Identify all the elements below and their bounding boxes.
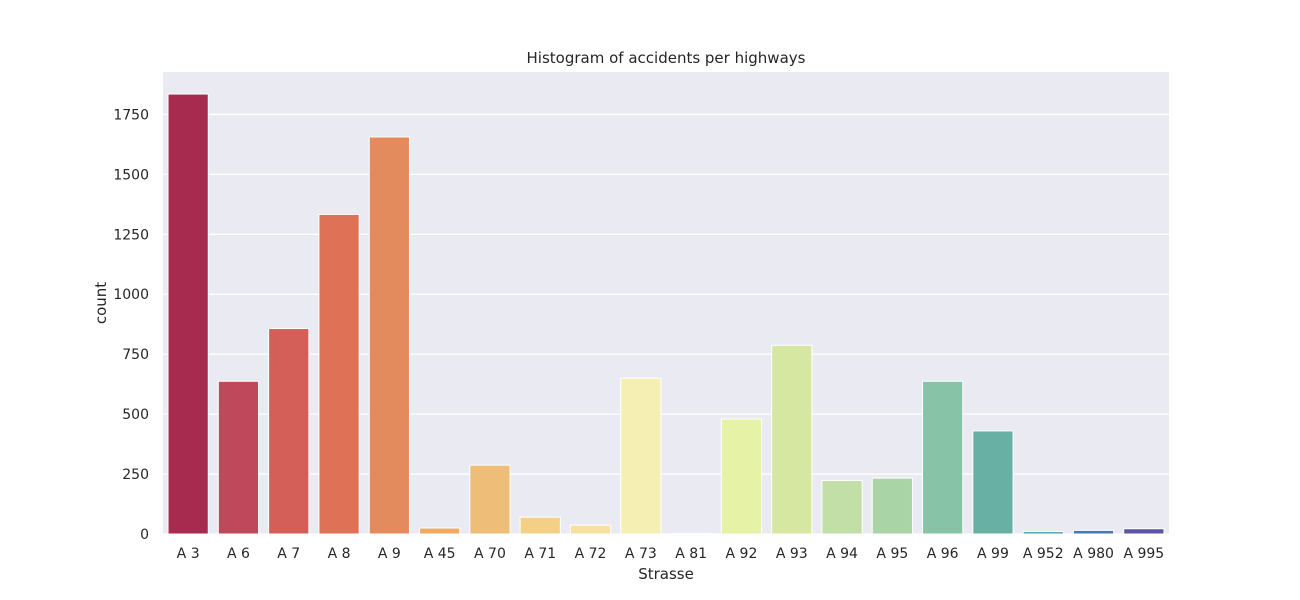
bar bbox=[821, 480, 863, 535]
x-tick-label: A 952 bbox=[1023, 546, 1064, 562]
x-tick-label: A 71 bbox=[524, 546, 556, 562]
x-tick-label: A 94 bbox=[826, 546, 858, 562]
bar bbox=[1072, 529, 1115, 535]
y-tick-label: 250 bbox=[122, 467, 149, 483]
bar bbox=[217, 380, 260, 535]
x-axis-ticks: A 3 A 6 A 7 A 8 A 9 A 45 A 70 A 71 A 72 A 73 A 81 A… bbox=[177, 546, 1165, 562]
x-tick-label: A 92 bbox=[726, 546, 758, 562]
bar bbox=[620, 377, 662, 535]
x-tick-label: A 93 bbox=[776, 546, 808, 562]
y-axis-label: count bbox=[92, 282, 110, 324]
chart-title: Histogram of accidents per highways bbox=[527, 49, 806, 67]
bar bbox=[871, 477, 913, 535]
bar bbox=[771, 344, 813, 535]
x-tick-label: A 72 bbox=[575, 546, 607, 562]
y-axis-ticks: 0 250 500 750 1000 1250 1500 1750 bbox=[113, 107, 149, 543]
x-tick-label: A 7 bbox=[277, 546, 300, 562]
x-tick-label: A 3 bbox=[177, 546, 200, 562]
x-tick-label: A 980 bbox=[1073, 546, 1114, 562]
y-tick-label: 750 bbox=[122, 347, 149, 363]
x-tick-label: A 96 bbox=[927, 546, 959, 562]
x-tick-label: A 45 bbox=[424, 546, 456, 562]
y-tick-label: 1000 bbox=[113, 287, 149, 303]
x-tick-label: A 995 bbox=[1123, 546, 1164, 562]
bar bbox=[922, 380, 964, 535]
y-tick-label: 1750 bbox=[113, 107, 149, 123]
x-tick-label: A 73 bbox=[625, 546, 657, 562]
y-tick-label: 1500 bbox=[113, 167, 149, 183]
x-tick-label: A 9 bbox=[378, 546, 401, 562]
x-tick-label: A 8 bbox=[328, 546, 351, 562]
bar bbox=[167, 93, 209, 535]
x-axis-label: Strasse bbox=[638, 565, 694, 583]
bars bbox=[167, 93, 1165, 535]
x-tick-label: A 70 bbox=[474, 546, 506, 562]
bar bbox=[1022, 531, 1064, 535]
bar bbox=[720, 418, 763, 535]
bar bbox=[318, 213, 360, 535]
bar bbox=[1123, 528, 1165, 535]
bar bbox=[519, 516, 561, 535]
bar bbox=[268, 328, 310, 535]
x-tick-label: A 95 bbox=[876, 546, 908, 562]
x-tick-label: A 99 bbox=[977, 546, 1009, 562]
bar bbox=[569, 524, 612, 535]
x-tick-label: A 81 bbox=[675, 546, 707, 562]
y-tick-label: 0 bbox=[140, 527, 149, 543]
x-tick-label: A 6 bbox=[227, 546, 250, 562]
y-tick-label: 500 bbox=[122, 407, 149, 423]
y-tick-label: 1250 bbox=[113, 227, 149, 243]
bar bbox=[972, 430, 1014, 535]
plot-area bbox=[163, 72, 1169, 534]
bar bbox=[368, 136, 410, 535]
bar bbox=[419, 527, 461, 535]
bar bbox=[469, 464, 511, 535]
